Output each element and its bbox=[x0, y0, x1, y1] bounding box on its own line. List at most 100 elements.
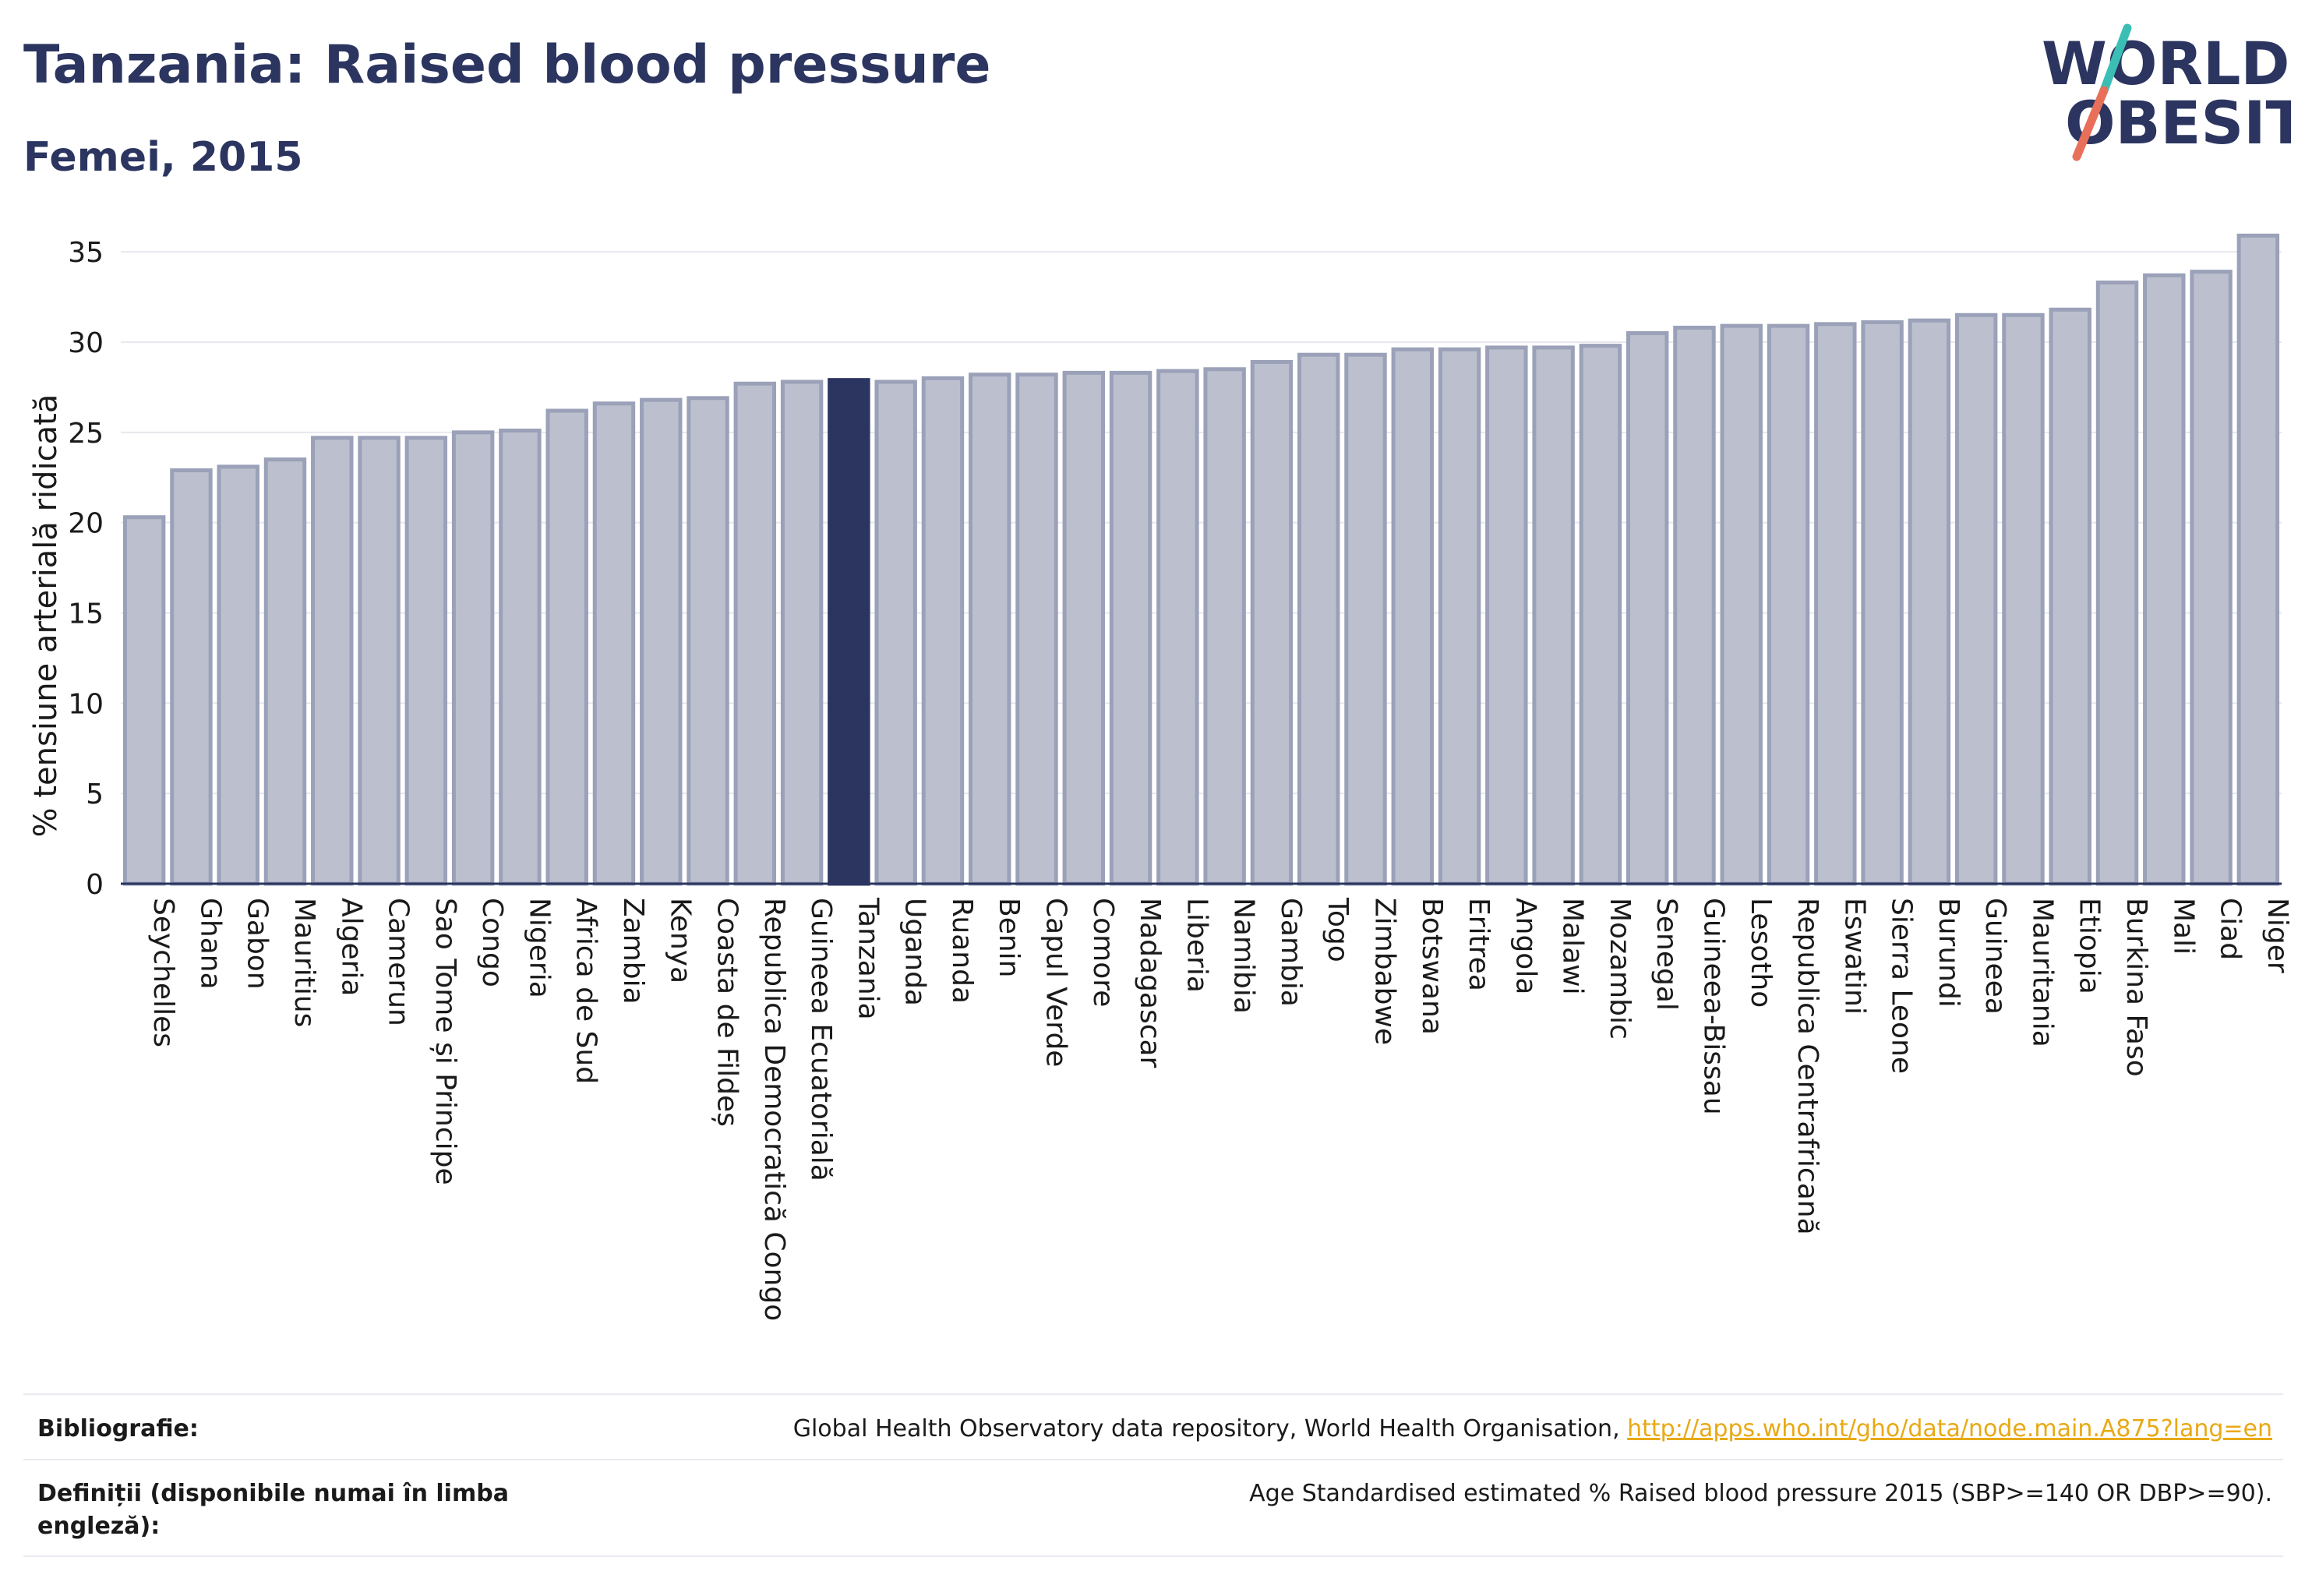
bar bbox=[2095, 281, 2139, 886]
bar bbox=[1767, 323, 1810, 886]
bar bbox=[2049, 307, 2091, 886]
bar bbox=[217, 464, 259, 886]
bibliography-link[interactable]: http://apps.who.int/gho/data/node.main.A… bbox=[1627, 1415, 2272, 1442]
x-tick-label: Botswana bbox=[1416, 898, 1448, 1035]
x-tick-label: Malawi bbox=[1557, 898, 1589, 995]
x-tick-label: Nigeria bbox=[523, 898, 555, 998]
bar bbox=[311, 436, 354, 886]
x-tick-labels: Seychelles Ghana Gabon Mauritius Algeria Came… bbox=[147, 897, 2293, 1321]
y-tick-label: 5 bbox=[86, 779, 104, 810]
x-tick-label: Angola bbox=[1509, 898, 1541, 994]
y-tick-label: 20 bbox=[68, 508, 104, 540]
x-tick-label: Mozambic bbox=[1604, 898, 1636, 1040]
bar bbox=[2143, 273, 2186, 886]
bar bbox=[1156, 369, 1199, 886]
bibliography-text: Global Health Observatory data repositor… bbox=[792, 1415, 1628, 1442]
bar bbox=[2236, 233, 2280, 886]
definition-value: Age Standardised estimated % Raised bloo… bbox=[1249, 1480, 2272, 1507]
chart-subtitle: Femei, 2015 bbox=[23, 134, 303, 181]
bar bbox=[1015, 373, 1058, 886]
chart-title: Tanzania: Raised blood pressure bbox=[23, 34, 991, 96]
x-tick-label: Algeria bbox=[335, 898, 367, 997]
x-tick-label: Burundi bbox=[1933, 898, 1964, 1008]
bar bbox=[780, 380, 824, 886]
bar bbox=[1908, 318, 1951, 886]
y-tick-label: 0 bbox=[86, 869, 104, 901]
bar bbox=[404, 436, 448, 886]
bar bbox=[1297, 352, 1340, 886]
x-tick-label: Niger bbox=[2261, 898, 2293, 973]
x-tick-label: Mauritius bbox=[288, 898, 320, 1027]
bar bbox=[592, 401, 636, 886]
x-tick-label: Sierra Leone bbox=[1886, 898, 1918, 1074]
bar bbox=[358, 436, 401, 886]
x-tick-label: Benin bbox=[993, 898, 1025, 977]
x-tick-label: Eswatini bbox=[1838, 898, 1870, 1015]
x-tick-label: Republica Centrafricană bbox=[1791, 898, 1823, 1235]
x-tick-label: Seychelles bbox=[147, 898, 179, 1047]
bar bbox=[921, 376, 965, 886]
bar bbox=[969, 373, 1011, 886]
bar bbox=[1203, 367, 1246, 886]
x-tick-label: Etiopia bbox=[2074, 898, 2106, 994]
bar bbox=[2190, 270, 2233, 886]
bar bbox=[1673, 325, 1716, 886]
bar bbox=[1250, 359, 1294, 886]
bar-chart: 0 5 10 15 20 25 30 35 Seychelles Ghana Gabon Mauri… bbox=[28, 233, 2293, 1321]
bar bbox=[1438, 347, 1481, 886]
x-tick-label: Guineea-Bissau bbox=[1697, 898, 1729, 1115]
footer-divider-middle bbox=[23, 1459, 2283, 1460]
x-tick-label: Liberia bbox=[1181, 898, 1213, 993]
bar bbox=[874, 380, 917, 886]
y-tick-label: 15 bbox=[68, 598, 104, 630]
bar bbox=[263, 457, 307, 886]
bar bbox=[545, 408, 588, 886]
bar bbox=[122, 515, 166, 886]
bars bbox=[122, 233, 2280, 886]
logo-slash-top bbox=[2099, 23, 2132, 95]
x-tick-label: Gambia bbox=[1275, 898, 1307, 1007]
bar bbox=[687, 396, 729, 886]
bar bbox=[451, 430, 495, 886]
x-tick-label: Zimbabwe bbox=[1368, 898, 1400, 1045]
x-tick-label: Zambia bbox=[617, 898, 649, 1005]
x-tick-label: Senegal bbox=[1650, 898, 1682, 1011]
bar bbox=[170, 468, 213, 886]
bar bbox=[1532, 345, 1575, 886]
y-tick-label: 35 bbox=[68, 237, 104, 269]
logo-text-world: WORLD bbox=[2042, 29, 2289, 98]
x-tick-label: Tanzania bbox=[852, 897, 884, 1020]
definition-label: Definiții (disponibile numai în limba en… bbox=[37, 1480, 509, 1540]
x-tick-label: Guineea Ecuatorială bbox=[805, 898, 837, 1181]
x-tick-label: Guineea bbox=[1979, 898, 2011, 1015]
x-tick-label: Capul Verde bbox=[1040, 898, 1072, 1067]
footer-divider-top bbox=[23, 1393, 2283, 1395]
x-tick-label: Ruanda bbox=[946, 898, 978, 1004]
world-obesity-logo: WORLD OBESITY bbox=[2042, 23, 2291, 161]
bar bbox=[1391, 347, 1434, 886]
y-tick-label: 25 bbox=[68, 418, 104, 450]
bar bbox=[2002, 312, 2045, 886]
x-tick-label: Comore bbox=[1087, 898, 1119, 1007]
bar bbox=[1954, 312, 1998, 886]
bar-highlighted bbox=[828, 378, 870, 886]
x-tick-label: Ghana bbox=[194, 898, 226, 990]
x-tick-label: Republica Democratică Congo bbox=[758, 898, 790, 1321]
x-tick-label: Africa de Sud bbox=[570, 898, 602, 1084]
bar bbox=[1626, 330, 1669, 886]
x-tick-label: Burkina Faso bbox=[2120, 898, 2152, 1077]
bar bbox=[1720, 323, 1763, 886]
bar bbox=[1062, 370, 1106, 886]
x-tick-label: Madagascar bbox=[1134, 898, 1166, 1068]
x-tick-label: Eritrea bbox=[1463, 898, 1495, 991]
x-tick-label: Congo bbox=[476, 898, 508, 987]
bibliography-label: Bibliografie: bbox=[37, 1415, 199, 1442]
y-tick-label: 30 bbox=[68, 327, 104, 359]
x-tick-label: Camerun bbox=[383, 898, 415, 1026]
y-tick-labels: 0 5 10 15 20 25 30 35 bbox=[68, 237, 104, 901]
x-tick-label: Mali bbox=[2167, 898, 2199, 955]
x-tick-label: Ciad bbox=[2215, 898, 2247, 960]
footer-divider-bottom bbox=[23, 1555, 2283, 1557]
bar bbox=[733, 381, 777, 886]
logo-slash-bottom bbox=[2072, 86, 2109, 161]
